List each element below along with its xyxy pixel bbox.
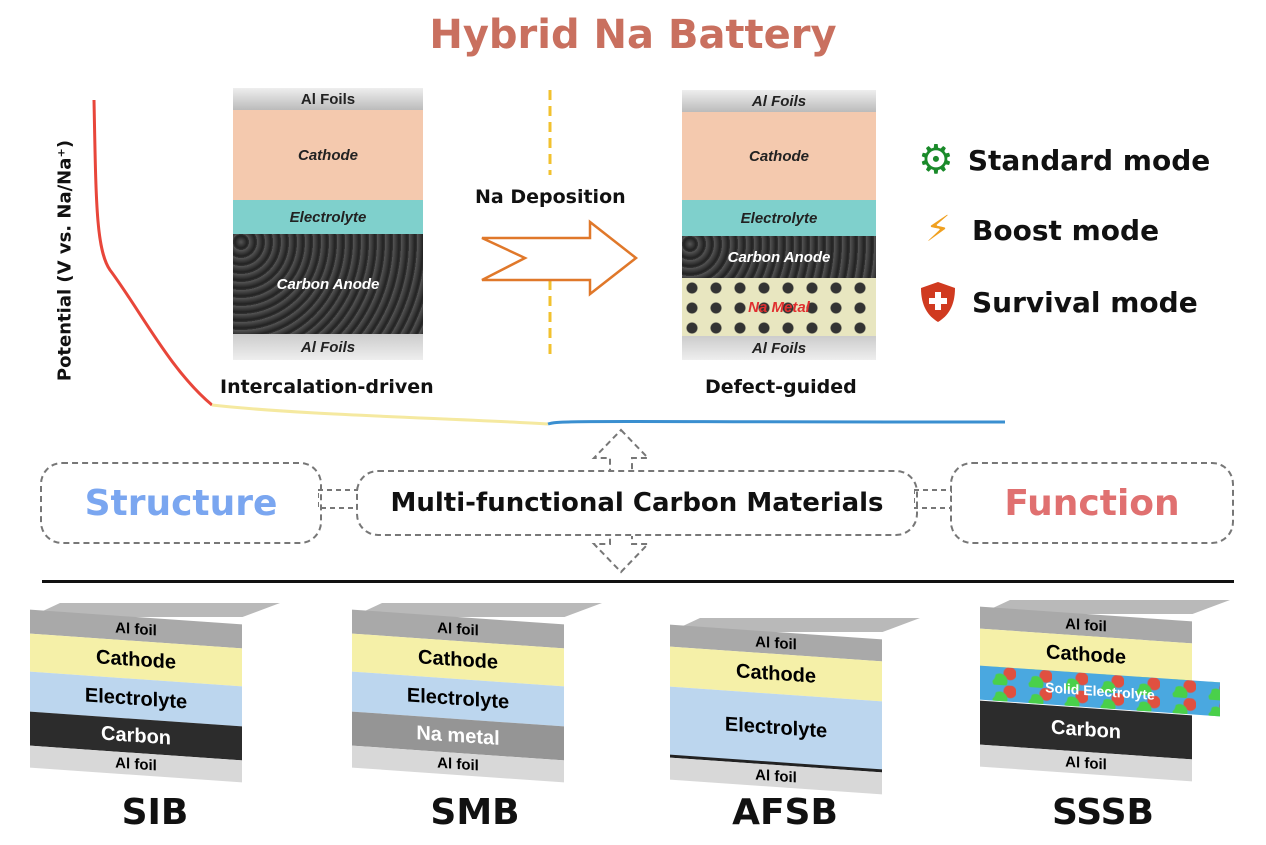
gear-icon: ⚙ <box>918 137 954 183</box>
layer-carbon-anode: Carbon Anode <box>233 234 423 334</box>
mode-label: Boost mode <box>972 213 1160 247</box>
battery-label: SSSB <box>1052 792 1154 833</box>
curve-red-segment <box>92 99 213 407</box>
potential-curve <box>92 90 1006 426</box>
battery-afsb: Al foil Cathode Electrolyte Al foil <box>670 618 920 798</box>
layer-cathode: Cathode <box>233 110 423 200</box>
y-axis-label: Potential (V vs. Na/Na⁺) <box>54 139 76 382</box>
connector <box>914 489 952 509</box>
layer-carbon-anode: Carbon Anode <box>682 236 876 278</box>
mode-survival: Survival mode <box>918 280 1210 324</box>
mode-label: Survival mode <box>972 285 1198 319</box>
layer-al-foil: Al Foils <box>233 88 423 110</box>
structure-box: Structure <box>40 462 322 544</box>
curve-yellow-segment <box>211 403 549 426</box>
intercalation-cell: Al Foils Cathode Electrolyte Carbon Anod… <box>233 88 423 360</box>
layer-electrolyte: Electrolyte <box>682 200 876 236</box>
battery-label: SMB <box>430 792 520 833</box>
battery-sssb: Al foil Cathode Solid Electrolyte Carbon… <box>980 600 1230 782</box>
battery-label: AFSB <box>732 792 838 833</box>
arrow-label: Na Deposition <box>475 186 626 208</box>
section-divider <box>42 580 1234 583</box>
mode-boost: ⚡ Boost mode <box>918 210 1210 250</box>
mode-label: Standard mode <box>967 143 1211 177</box>
modes-legend: ⚙ Standard mode ⚡ Boost mode Survival mo… <box>918 140 1210 324</box>
right-cell-caption: Defect-guided <box>705 376 857 398</box>
battery-sib: Al foil Cathode Electrolyte Carbon Al fo… <box>30 603 280 783</box>
diagram-title: Hybrid Na Battery <box>429 12 837 58</box>
battery-smb: Al foil Cathode Electrolyte Na metal Al … <box>352 603 602 783</box>
deposition-arrow <box>481 219 639 297</box>
mode-standard: ⚙ Standard mode <box>918 140 1210 180</box>
battery-label: SIB <box>121 792 189 833</box>
function-box: Function <box>950 462 1234 544</box>
connector <box>318 489 358 509</box>
layer-cathode: Cathode <box>682 112 876 200</box>
defect-guided-cell: Al Foils Cathode Electrolyte Carbon Anod… <box>682 90 876 360</box>
layer-na-metal: Na Metal <box>682 278 876 336</box>
curve-blue-segment <box>547 420 1006 426</box>
center-box: Multi-functional Carbon Materials <box>356 470 918 536</box>
layer-al-foil: Al Foils <box>233 334 423 360</box>
lightning-icon: ⚡ <box>925 209 951 250</box>
layer-al-foil: Al Foils <box>682 336 876 360</box>
layer-electrolyte: Electrolyte <box>233 200 423 234</box>
left-cell-caption: Intercalation-driven <box>220 376 434 398</box>
shield-cross-icon <box>921 282 955 322</box>
layer-al-foil: Al Foils <box>682 90 876 112</box>
